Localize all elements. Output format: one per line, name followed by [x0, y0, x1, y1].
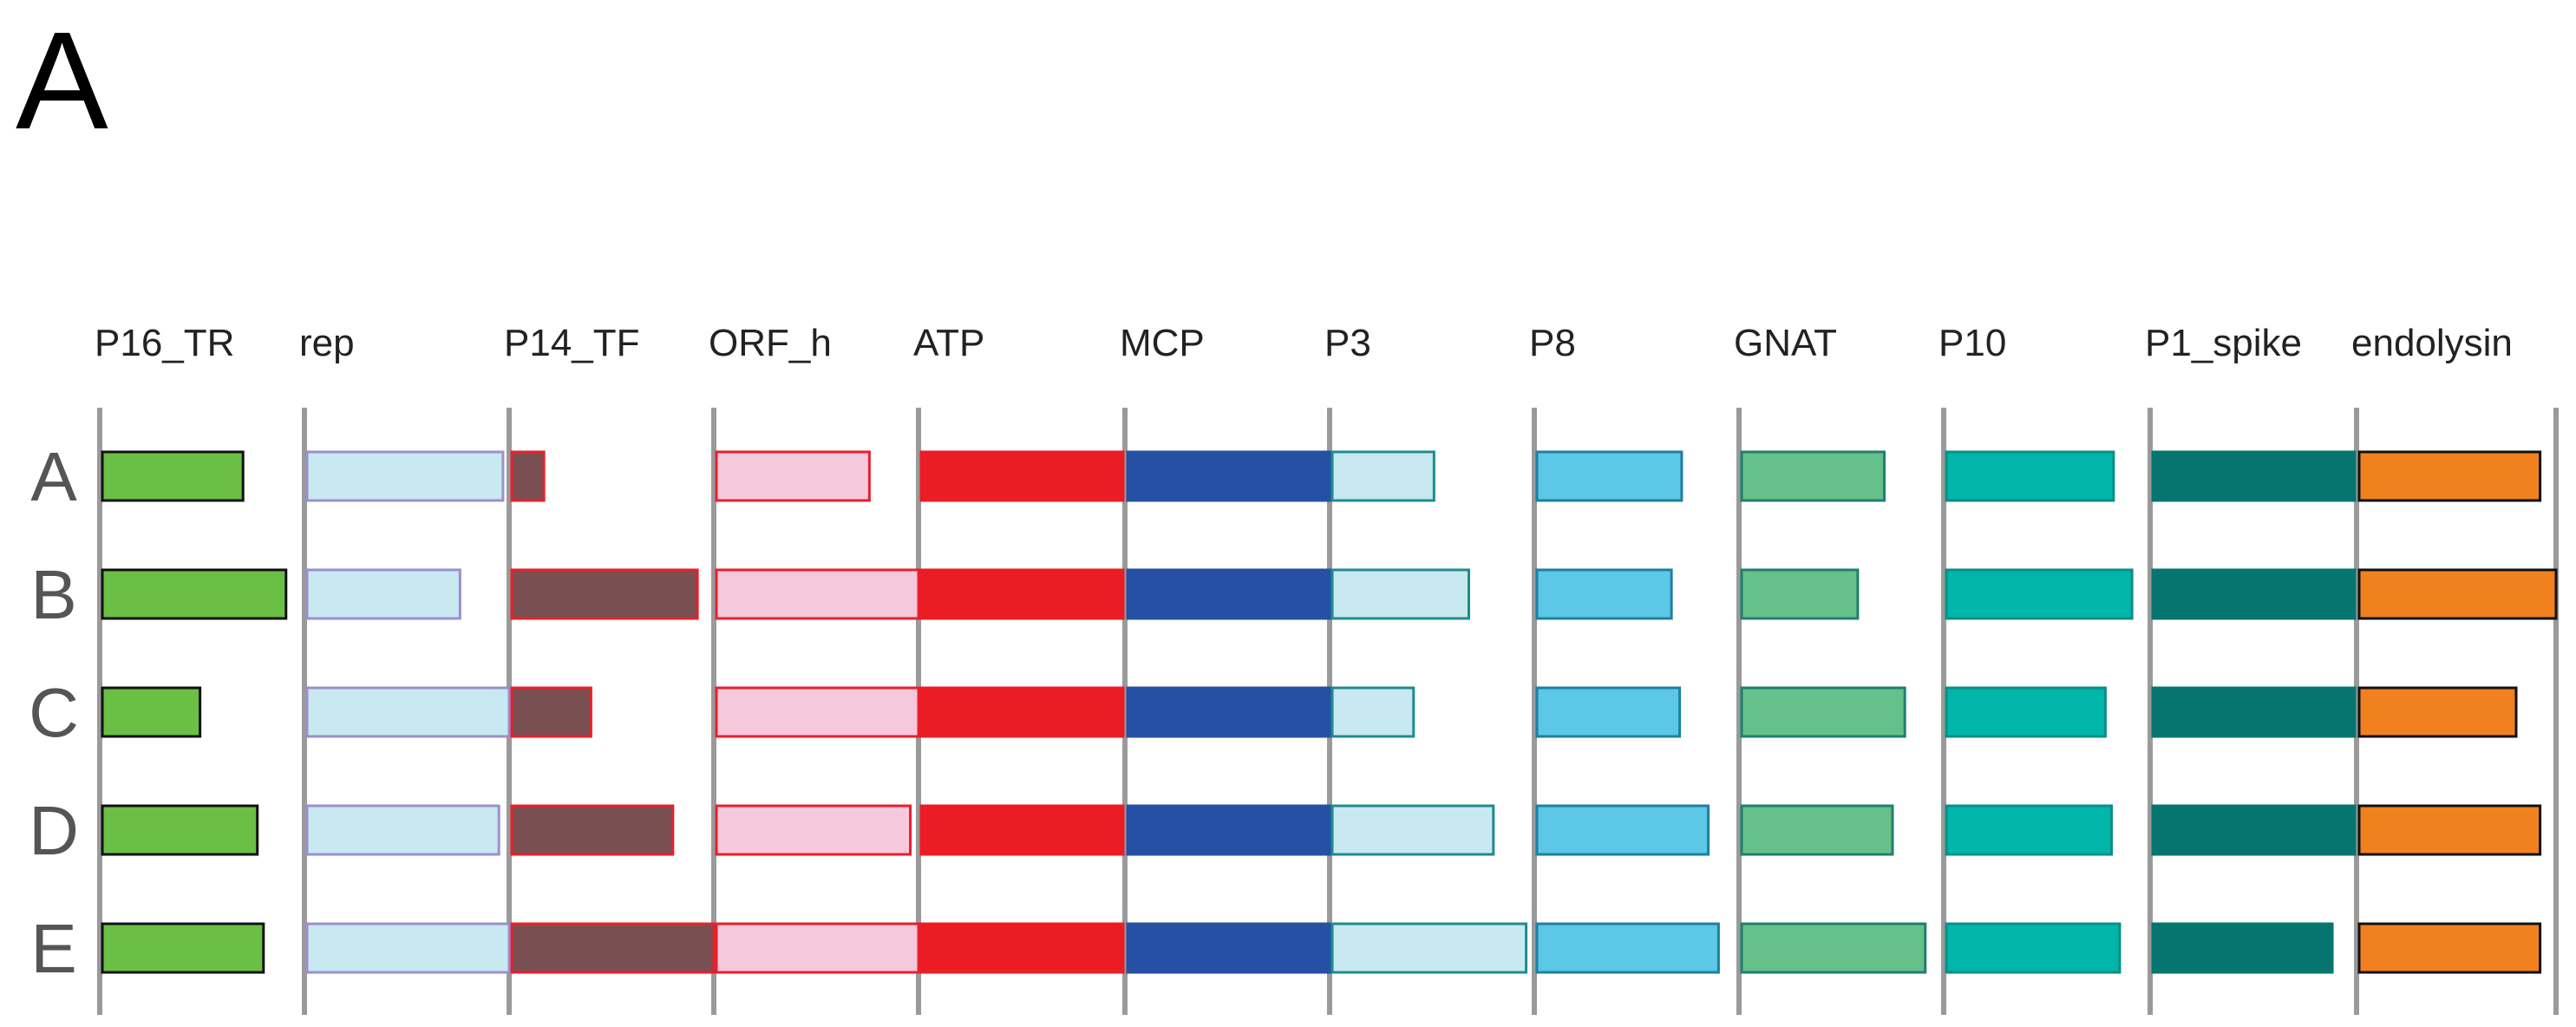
- bar-d-p10: [1945, 804, 2114, 856]
- column-labels: P16_TR rep P14_TF ORF_h ATP MCP P3 P8 GNAT P10 P1_…: [95, 322, 2513, 364]
- bar-b-orf_h: [715, 568, 920, 620]
- column-label-p3: P3: [1324, 322, 1371, 364]
- row-label-c: C: [29, 674, 79, 751]
- bar-c-gnat: [1740, 686, 1906, 738]
- bar-a-orf_h: [715, 450, 871, 502]
- bar-e-atp: [919, 922, 1125, 974]
- bar-e-p1_spike: [2151, 922, 2334, 974]
- column-label-gnat: GNAT: [1734, 322, 1837, 364]
- bar-d-p1_spike: [2151, 804, 2357, 856]
- bar-b-mcp: [1126, 568, 1331, 620]
- bar-c-p3: [1330, 686, 1415, 738]
- bar-e-p16_tr: [101, 922, 265, 974]
- bar-d-p14_tf: [510, 804, 675, 856]
- column-label-mcp: MCP: [1120, 322, 1205, 364]
- bar-b-atp: [919, 568, 1125, 620]
- bar-e-mcp: [1126, 922, 1331, 974]
- bar-d-p16_tr: [101, 804, 259, 856]
- bar-a-rep: [305, 450, 505, 502]
- bar-c-rep: [305, 686, 511, 738]
- bar-c-p1_spike: [2151, 686, 2357, 738]
- column-label-p16_tr: P16_TR: [95, 322, 234, 364]
- bar-c-endolysin: [2357, 686, 2518, 738]
- bar-c-orf_h: [715, 686, 920, 738]
- bar-d-atp: [919, 804, 1125, 856]
- bar-d-gnat: [1740, 804, 1894, 856]
- bar-b-p8: [1535, 568, 1673, 620]
- bar-c-p16_tr: [101, 686, 202, 738]
- bar-a-atp: [919, 450, 1125, 502]
- bar-a-mcp: [1126, 450, 1331, 502]
- column-label-p1_spike: P1_spike: [2145, 322, 2302, 364]
- row-label-e: E: [30, 910, 76, 987]
- bar-e-p14_tf: [510, 922, 716, 974]
- bar-d-rep: [305, 804, 500, 856]
- bar-a-gnat: [1740, 450, 1886, 502]
- bar-e-p8: [1535, 922, 1720, 974]
- bar-a-p16_tr: [101, 450, 245, 502]
- bar-d-p8: [1535, 804, 1710, 856]
- bar-a-p14_tf: [510, 450, 546, 502]
- bar-e-endolysin: [2357, 922, 2542, 974]
- column-label-rep: rep: [299, 322, 355, 364]
- bar-b-gnat: [1740, 568, 1860, 620]
- column-label-orf_h: ORF_h: [709, 322, 832, 364]
- bar-e-orf_h: [715, 922, 920, 974]
- bar-b-p1_spike: [2151, 568, 2357, 620]
- bar-a-p8: [1535, 450, 1684, 502]
- column-label-endolysin: endolysin: [2351, 322, 2513, 364]
- bar-e-gnat: [1740, 922, 1927, 974]
- bar-e-p3: [1330, 922, 1528, 974]
- column-label-p14_tf: P14_TF: [504, 322, 640, 364]
- bar-e-p10: [1945, 922, 2122, 974]
- bar-c-p8: [1535, 686, 1682, 738]
- bar-a-endolysin: [2357, 450, 2542, 502]
- bar-b-p3: [1330, 568, 1470, 620]
- column-label-atp: ATP: [913, 322, 984, 364]
- column-label-p8: P8: [1529, 322, 1576, 364]
- bar-d-orf_h: [715, 804, 912, 856]
- bar-a-p3: [1330, 450, 1435, 502]
- bar-d-endolysin: [2357, 804, 2542, 856]
- bar-c-mcp: [1126, 686, 1331, 738]
- bar-b-rep: [305, 568, 461, 620]
- row-label-b: B: [30, 556, 76, 633]
- bar-b-p14_tf: [510, 568, 699, 620]
- bar-a-p1_spike: [2151, 450, 2357, 502]
- bar-d-mcp: [1126, 804, 1331, 856]
- row-label-d: D: [29, 792, 79, 869]
- bar-c-p14_tf: [510, 686, 592, 738]
- bar-a-p10: [1945, 450, 2115, 502]
- bar-b-p16_tr: [101, 568, 288, 620]
- gene-bars: [101, 450, 2558, 974]
- row-label-a: A: [30, 438, 77, 515]
- bar-e-rep: [305, 922, 511, 974]
- panel-label: A: [16, 3, 108, 158]
- bar-d-p3: [1330, 804, 1495, 856]
- bar-c-p10: [1945, 686, 2107, 738]
- bar-b-p10: [1945, 568, 2134, 620]
- bar-b-endolysin: [2357, 568, 2558, 620]
- column-label-p10: P10: [1939, 322, 2006, 364]
- bar-c-atp: [919, 686, 1125, 738]
